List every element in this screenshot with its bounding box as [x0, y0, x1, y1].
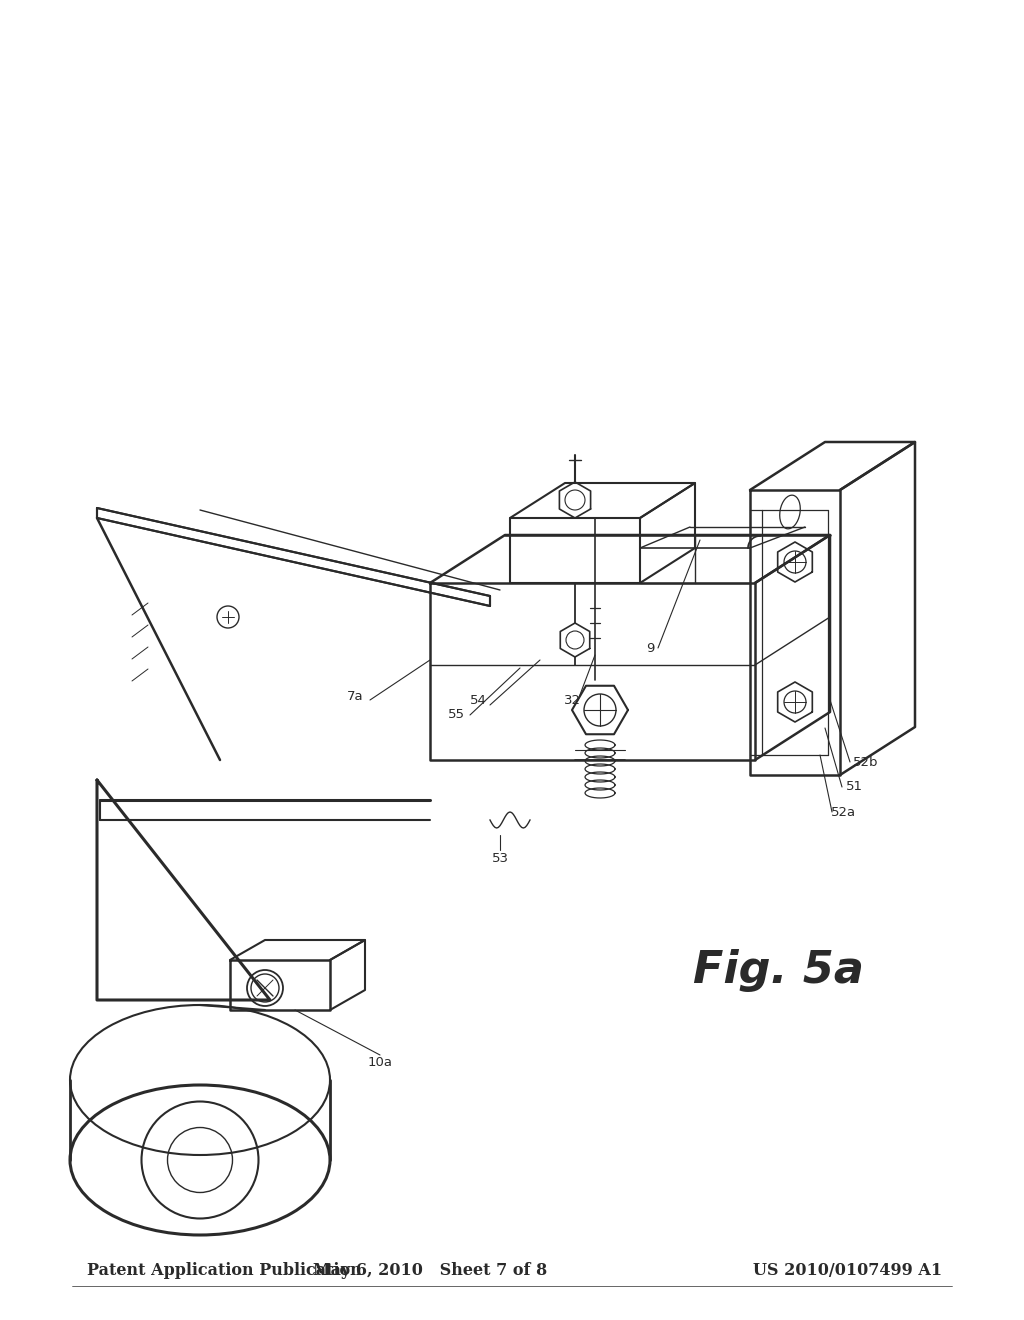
Text: 9: 9 — [646, 642, 654, 655]
Text: 51: 51 — [846, 780, 862, 793]
Text: Patent Application Publication: Patent Application Publication — [87, 1262, 361, 1279]
Text: 53: 53 — [492, 851, 509, 865]
Text: 55: 55 — [447, 709, 465, 722]
Text: May 6, 2010   Sheet 7 of 8: May 6, 2010 Sheet 7 of 8 — [313, 1262, 547, 1279]
Text: 32: 32 — [563, 693, 581, 706]
Text: 10a: 10a — [368, 1056, 392, 1068]
Text: 7a: 7a — [347, 690, 364, 704]
Text: 54: 54 — [470, 693, 486, 706]
Text: 52b: 52b — [853, 755, 879, 768]
Text: 52a: 52a — [830, 805, 856, 818]
Text: Fig. 5a: Fig. 5a — [693, 949, 863, 991]
Text: US 2010/0107499 A1: US 2010/0107499 A1 — [753, 1262, 942, 1279]
